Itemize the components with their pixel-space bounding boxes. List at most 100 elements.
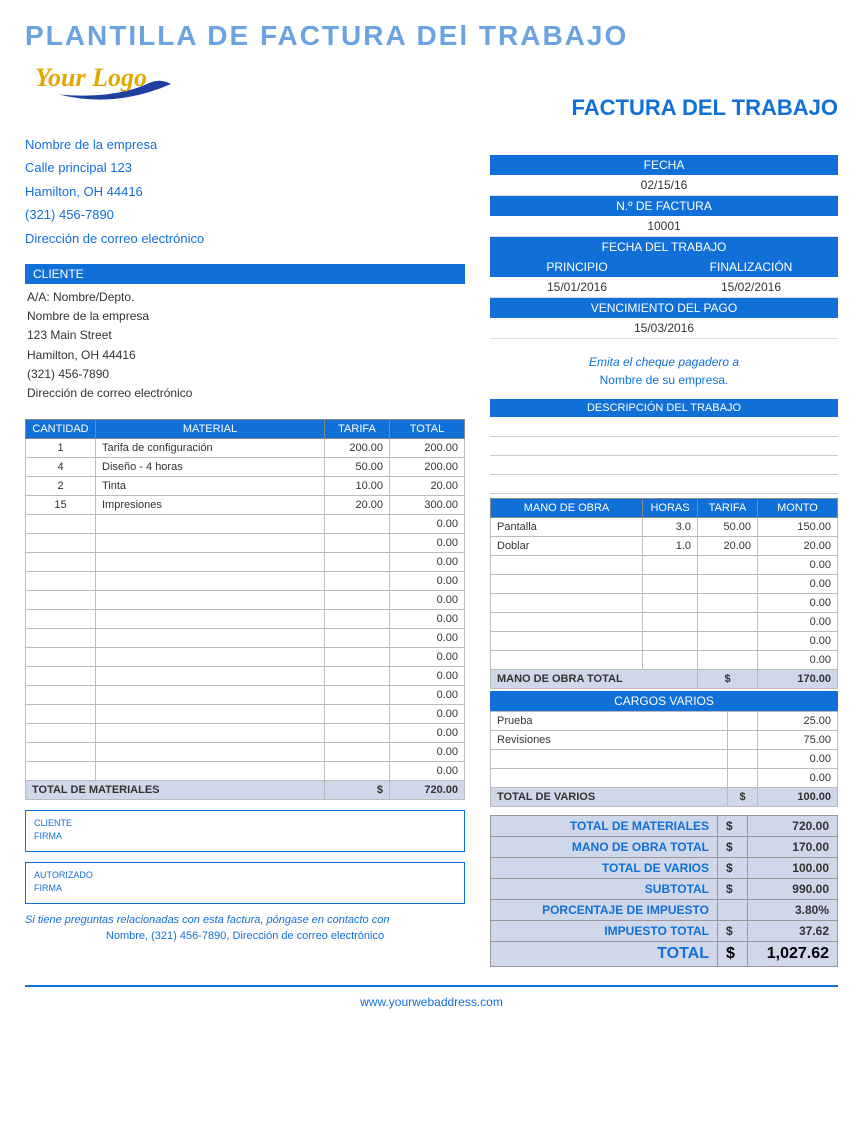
check-name: Nombre de su empresa. [490, 373, 838, 387]
finalizacion-header: FINALIZACIÓN [664, 257, 838, 277]
materials-total: 720.00 [390, 781, 465, 800]
desc-header: DESCRIPCIÓN DEL TRABAJO [490, 399, 838, 417]
table-row: Doblar1.020.0020.00 [491, 536, 838, 555]
table-row: 0.00 [26, 629, 465, 648]
cur: $ [718, 941, 748, 966]
sum-taxrate-lbl: PORCENTAJE DE IMPUESTO [491, 899, 718, 920]
company-street: Calle principal 123 [25, 156, 465, 179]
company-phone: (321) 456-7890 [25, 203, 465, 226]
table-row: 0.00 [26, 667, 465, 686]
company-cityzip: Hamilton, OH 44416 [25, 180, 465, 203]
labor-total-label: MANO DE OBRA TOTAL [491, 669, 698, 688]
logo-container: Your Logo [25, 70, 225, 93]
client-cityzip: Hamilton, OH 44416 [27, 346, 463, 365]
table-row: 0.00 [26, 648, 465, 667]
materials-table: CANTIDAD MATERIAL TARIFA TOTAL 1Tarifa d… [25, 419, 465, 800]
client-signature-box[interactable]: CLIENTE FIRMA [25, 810, 465, 852]
table-row: 15Impresiones20.00300.00 [26, 496, 465, 515]
contact-info: Nombre, (321) 456-7890, Dirección de cor… [25, 930, 465, 942]
sum-subtotal-lbl: SUBTOTAL [491, 878, 718, 899]
authorized-signature-box[interactable]: AUTORIZADO FIRMA [25, 862, 465, 904]
principio-value: 15/01/2016 [490, 277, 664, 298]
table-row: 0.00 [26, 724, 465, 743]
cur: $ [718, 815, 748, 836]
table-row: 0.00 [491, 749, 838, 768]
sum-labor-amt: 170.00 [748, 836, 838, 857]
cur: $ [718, 836, 748, 857]
client-name: Nombre de la empresa [27, 307, 463, 326]
table-row: 0.00 [491, 631, 838, 650]
col-hours: HORAS [643, 498, 698, 517]
col-labor: MANO DE OBRA [491, 498, 643, 517]
client-header: CLIENTE [25, 264, 465, 284]
misc-total-label: TOTAL DE VARIOS [491, 787, 728, 806]
description-table: DESCRIPCIÓN DEL TRABAJO [490, 399, 838, 494]
table-row: 0.00 [491, 650, 838, 669]
fecha-header: FECHA [490, 155, 838, 175]
cur [718, 899, 748, 920]
sum-materials-lbl: TOTAL DE MATERIALES [491, 815, 718, 836]
client-attn: A/A: Nombre/Depto. [27, 288, 463, 307]
sum-total-amt: 1,027.62 [748, 941, 838, 966]
cur: $ [718, 878, 748, 899]
sum-taxrate-amt: 3.80% [748, 899, 838, 920]
cur: $ [718, 857, 748, 878]
col-material: MATERIAL [96, 420, 325, 439]
page-title: PLANTILLA DE FACTURA DEl TRABAJO [25, 20, 838, 52]
currency: $ [698, 669, 758, 688]
vencimiento-value: 15/03/2016 [490, 318, 838, 339]
sum-total-lbl: TOTAL [491, 941, 718, 966]
client-street: 123 Main Street [27, 326, 463, 345]
col-rate: TARIFA [325, 420, 390, 439]
sum-tax-amt: 37.62 [748, 920, 838, 941]
summary-table: TOTAL DE MATERIALES$720.00 MANO DE OBRA … [490, 815, 838, 967]
contact-note: Si tiene preguntas relacionadas con esta… [25, 914, 465, 926]
table-row: 0.00 [26, 534, 465, 553]
cur: $ [718, 920, 748, 941]
table-row: 0.00 [26, 610, 465, 629]
sig-firma-label: FIRMA [34, 830, 456, 843]
company-email: Dirección de correo electrónico [25, 227, 465, 250]
col-total: TOTAL [390, 420, 465, 439]
labor-total: 170.00 [758, 669, 838, 688]
client-phone: (321) 456-7890 [27, 365, 463, 384]
principio-header: PRINCIPIO [490, 257, 664, 277]
invoice-heading: FACTURA DEL TRABAJO [572, 95, 838, 121]
table-row: 0.00 [26, 553, 465, 572]
col-lrate: TARIFA [698, 498, 758, 517]
table-row: 0.00 [26, 686, 465, 705]
labor-table: MANO DE OBRA HORAS TARIFA MONTO Pantalla… [490, 498, 838, 689]
table-row: 2Tinta10.0020.00 [26, 477, 465, 496]
sum-labor-lbl: MANO DE OBRA TOTAL [491, 836, 718, 857]
currency: $ [728, 787, 758, 806]
table-row: Pantalla3.050.00150.00 [491, 517, 838, 536]
table-row: 0.00 [26, 743, 465, 762]
finalizacion-value: 15/02/2016 [664, 277, 838, 298]
table-row: 0.00 [491, 593, 838, 612]
client-email: Dirección de correo electrónico [27, 384, 463, 403]
table-row: 0.00 [26, 762, 465, 781]
sig-client-label: CLIENTE [34, 817, 456, 830]
sum-subtotal-amt: 990.00 [748, 878, 838, 899]
table-row: 0.00 [491, 555, 838, 574]
company-info: Nombre de la empresa Calle principal 123… [25, 133, 465, 250]
table-row: 0.00 [491, 574, 838, 593]
client-info: A/A: Nombre/Depto. Nombre de la empresa … [25, 284, 465, 407]
table-row: 0.00 [26, 515, 465, 534]
misc-table: Prueba25.00Revisiones75.000.000.00 TOTAL… [490, 711, 838, 807]
currency: $ [325, 781, 390, 800]
sum-misc-lbl: TOTAL DE VARIOS [491, 857, 718, 878]
table-row: Revisiones75.00 [491, 730, 838, 749]
misc-total: 100.00 [758, 787, 838, 806]
sig-authorized-label: AUTORIZADO [34, 869, 456, 882]
sig-firma-label2: FIRMA [34, 882, 456, 895]
table-row: 0.00 [26, 591, 465, 610]
check-note: Emita el cheque pagadero a [490, 355, 838, 369]
fecha-trabajo-header: FECHA DEL TRABAJO [490, 237, 838, 257]
cargos-header: CARGOS VARIOS [490, 691, 838, 711]
table-row: 0.00 [491, 612, 838, 631]
footer-url[interactable]: www.yourwebaddress.com [25, 985, 838, 1009]
table-row: 4Diseño - 4 horas50.00200.00 [26, 458, 465, 477]
table-row: 0.00 [26, 705, 465, 724]
vencimiento-header: VENCIMIENTO DEL PAGO [490, 298, 838, 318]
